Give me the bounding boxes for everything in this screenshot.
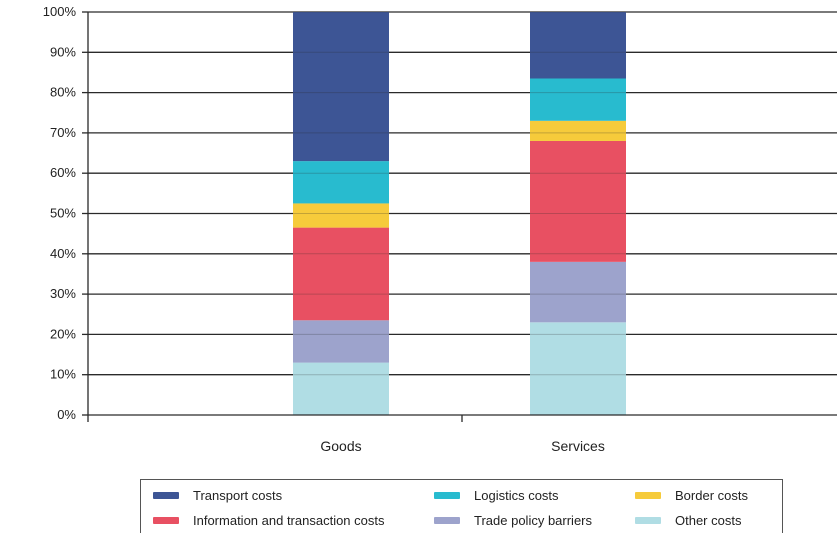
legend-label: Transport costs bbox=[193, 488, 283, 503]
x-category-label: Services bbox=[551, 438, 605, 454]
y-tick-label: 50% bbox=[50, 206, 76, 221]
y-tick-label: 10% bbox=[50, 367, 76, 382]
gridlines bbox=[88, 11, 837, 376]
y-axis-tick-labels: 0% 10% 20% 30% 40% 50% 60% 70% 80% 90% 100% bbox=[43, 4, 77, 422]
legend-item-transport-costs: Transport costs bbox=[153, 488, 282, 503]
bar-segment bbox=[530, 322, 626, 415]
legend-item-trade-policy-barriers: Trade policy barriers bbox=[434, 513, 592, 528]
legend-item-logistics-costs: Logistics costs bbox=[434, 488, 559, 503]
legend-label: Other costs bbox=[675, 513, 742, 528]
legend-item-information-and-transaction-costs: Information and transaction costs bbox=[153, 513, 385, 528]
y-tick-label: 80% bbox=[50, 85, 76, 100]
bar-segment bbox=[293, 161, 389, 204]
bar-segment bbox=[293, 362, 389, 415]
bar-segment bbox=[530, 261, 626, 323]
legend-label: Information and transaction costs bbox=[193, 513, 385, 528]
axes bbox=[82, 11, 837, 422]
legend-swatch bbox=[153, 517, 179, 524]
y-tick-label: 20% bbox=[50, 326, 76, 341]
bar-segment bbox=[530, 140, 626, 262]
bar-segment bbox=[530, 78, 626, 121]
y-tick-label: 90% bbox=[50, 44, 76, 59]
legend-item-other-costs: Other costs bbox=[635, 513, 741, 528]
bars bbox=[293, 11, 626, 415]
legend: Transport costs Logistics costs Border c… bbox=[140, 479, 783, 533]
legend-swatch bbox=[635, 492, 661, 499]
y-tick-label: 100% bbox=[43, 4, 77, 19]
legend-swatch bbox=[434, 492, 460, 499]
legend-swatch bbox=[434, 517, 460, 524]
legend-swatch bbox=[153, 492, 179, 499]
legend-item-border-costs: Border costs bbox=[635, 488, 748, 503]
x-axis-category-labels: Goods Services bbox=[320, 438, 604, 454]
legend-label: Trade policy barriers bbox=[474, 513, 593, 528]
legend-swatch bbox=[635, 517, 661, 524]
x-category-label: Goods bbox=[320, 438, 361, 454]
bar-segment bbox=[293, 12, 389, 162]
y-tick-label: 40% bbox=[50, 246, 76, 261]
bar-segment bbox=[293, 227, 389, 321]
y-tick-label: 70% bbox=[50, 125, 76, 140]
legend-label: Logistics costs bbox=[474, 488, 559, 503]
bar-segment bbox=[293, 203, 389, 228]
y-tick-label: 30% bbox=[50, 286, 76, 301]
bar-segment bbox=[530, 120, 626, 141]
bar-segment bbox=[530, 12, 626, 79]
bar-segment bbox=[293, 320, 389, 363]
y-tick-label: 0% bbox=[57, 407, 76, 422]
y-tick-label: 60% bbox=[50, 165, 76, 180]
legend-label: Border costs bbox=[675, 488, 748, 503]
